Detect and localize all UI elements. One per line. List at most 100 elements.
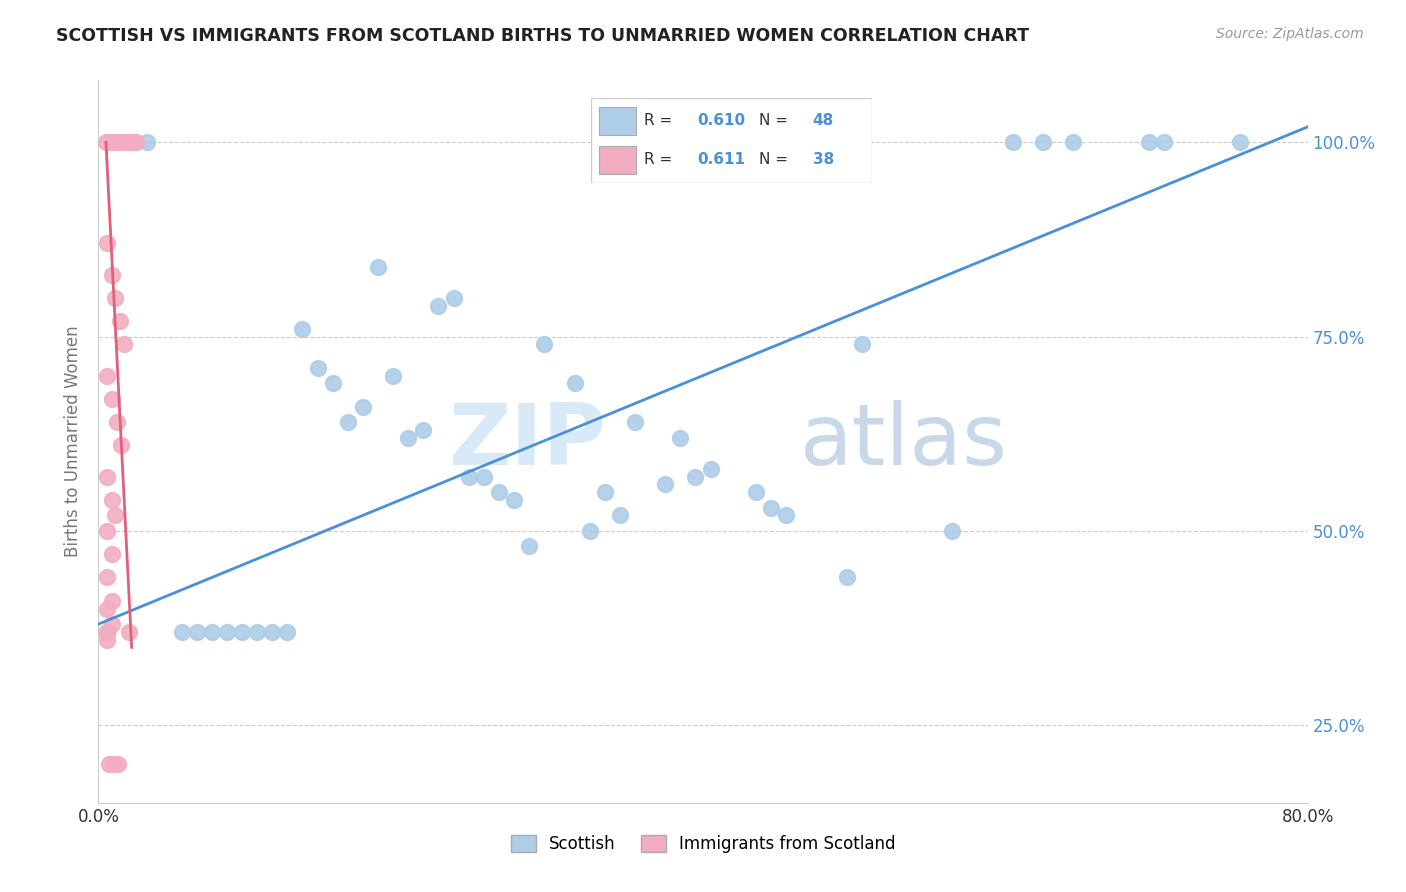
- FancyBboxPatch shape: [591, 98, 872, 183]
- Point: [262, 624, 284, 639]
- Point: [114, 136, 136, 150]
- Text: N =: N =: [759, 113, 793, 128]
- Point: [669, 431, 692, 445]
- Point: [101, 617, 124, 632]
- Point: [367, 260, 389, 274]
- Text: atlas: atlas: [800, 400, 1008, 483]
- Point: [125, 136, 148, 150]
- Y-axis label: Births to Unmarried Women: Births to Unmarried Women: [65, 326, 83, 558]
- Point: [835, 570, 858, 584]
- Text: ZIP: ZIP: [449, 400, 606, 483]
- Text: 48: 48: [813, 113, 834, 128]
- Point: [1001, 136, 1024, 150]
- Point: [745, 485, 768, 500]
- Point: [699, 461, 721, 475]
- Point: [135, 136, 157, 150]
- Point: [101, 392, 124, 406]
- Point: [851, 337, 873, 351]
- Point: [96, 236, 118, 251]
- Point: [1032, 136, 1054, 150]
- Point: [96, 624, 118, 639]
- Point: [186, 624, 208, 639]
- Point: [122, 136, 145, 150]
- Point: [103, 756, 125, 771]
- Point: [231, 624, 253, 639]
- Point: [94, 136, 117, 150]
- Text: SCOTTISH VS IMMIGRANTS FROM SCOTLAND BIRTHS TO UNMARRIED WOMEN CORRELATION CHART: SCOTTISH VS IMMIGRANTS FROM SCOTLAND BIR…: [56, 27, 1029, 45]
- Point: [103, 136, 125, 150]
- Point: [276, 624, 298, 639]
- Point: [98, 756, 121, 771]
- Point: [336, 415, 359, 429]
- Point: [775, 508, 797, 523]
- Point: [105, 136, 128, 150]
- Point: [488, 485, 510, 500]
- Point: [201, 624, 224, 639]
- Point: [110, 136, 132, 150]
- Text: Source: ZipAtlas.com: Source: ZipAtlas.com: [1216, 27, 1364, 41]
- Text: 0.610: 0.610: [697, 113, 745, 128]
- Point: [578, 524, 600, 538]
- Point: [759, 500, 782, 515]
- Point: [352, 400, 374, 414]
- Point: [96, 624, 118, 639]
- Point: [96, 368, 118, 383]
- Point: [472, 469, 495, 483]
- FancyBboxPatch shape: [599, 107, 636, 135]
- Text: 38: 38: [813, 153, 834, 168]
- Point: [170, 624, 193, 639]
- Point: [396, 431, 419, 445]
- Point: [122, 136, 145, 150]
- Point: [457, 469, 479, 483]
- Point: [105, 415, 128, 429]
- Point: [96, 624, 118, 639]
- Point: [96, 624, 118, 639]
- Point: [654, 477, 676, 491]
- Point: [412, 423, 434, 437]
- Point: [1062, 136, 1084, 150]
- Point: [96, 601, 118, 615]
- Point: [96, 624, 118, 639]
- Point: [427, 299, 450, 313]
- Point: [118, 136, 141, 150]
- Point: [1137, 136, 1160, 150]
- Point: [322, 376, 344, 391]
- Point: [307, 360, 329, 375]
- Point: [107, 756, 129, 771]
- Point: [104, 508, 127, 523]
- Point: [246, 624, 269, 639]
- Point: [96, 524, 118, 538]
- Point: [96, 469, 118, 483]
- Point: [382, 368, 405, 383]
- Point: [1229, 136, 1251, 150]
- Point: [104, 291, 127, 305]
- Point: [564, 376, 586, 391]
- Text: R =: R =: [644, 153, 678, 168]
- Point: [101, 547, 124, 561]
- Text: 0.611: 0.611: [697, 153, 745, 168]
- Point: [685, 469, 707, 483]
- Text: R =: R =: [644, 113, 678, 128]
- Point: [96, 632, 118, 647]
- Point: [609, 508, 631, 523]
- Point: [100, 136, 122, 150]
- Point: [593, 485, 616, 500]
- Point: [118, 624, 141, 639]
- Point: [112, 337, 135, 351]
- Legend: Scottish, Immigrants from Scotland: Scottish, Immigrants from Scotland: [503, 828, 903, 860]
- Point: [110, 438, 132, 452]
- Point: [101, 268, 124, 282]
- Point: [624, 415, 647, 429]
- Point: [108, 314, 131, 328]
- Text: N =: N =: [759, 153, 793, 168]
- Point: [101, 492, 124, 507]
- Point: [215, 624, 238, 639]
- Point: [443, 291, 465, 305]
- Point: [941, 524, 963, 538]
- Point: [96, 570, 118, 584]
- Point: [503, 492, 526, 507]
- Point: [1153, 136, 1175, 150]
- FancyBboxPatch shape: [599, 146, 636, 175]
- Point: [291, 322, 314, 336]
- Point: [533, 337, 555, 351]
